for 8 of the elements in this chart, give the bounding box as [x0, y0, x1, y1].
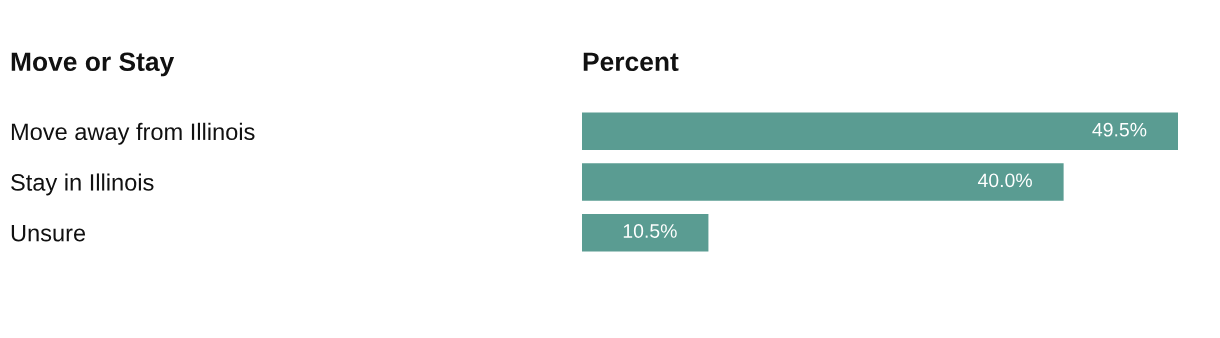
y-tick-label: Stay in Illinois — [11, 173, 154, 196]
data-label: 10.5% — [623, 224, 677, 238]
x-axis-title: Percent — [583, 52, 679, 72]
y-axis-title: Move or Stay — [11, 52, 175, 77]
data-label: 49.5% — [1092, 122, 1147, 137]
data-label: 40.0% — [977, 173, 1032, 188]
y-tick-label: Unsure — [11, 224, 86, 242]
y-tick-label: Move away from Illinois — [11, 122, 255, 145]
